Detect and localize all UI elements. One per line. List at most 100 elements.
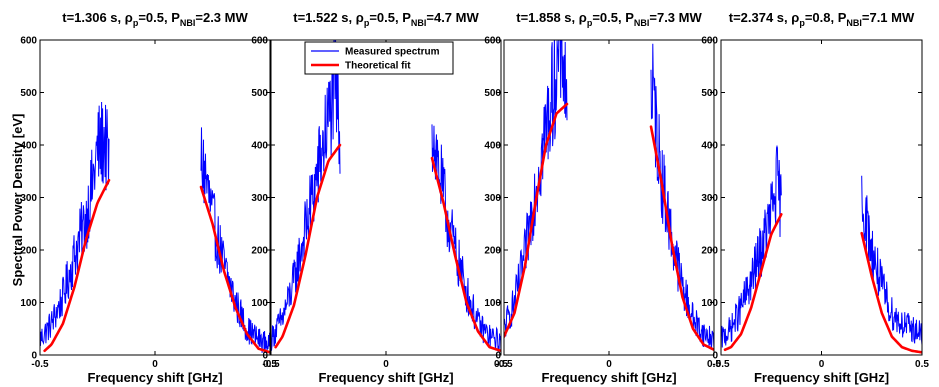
theoretical-fit-line-1 bbox=[43, 178, 111, 353]
title-rho-value: =0.5, P bbox=[592, 10, 634, 25]
measured-spectrum-line-2 bbox=[650, 43, 714, 351]
measured-spectrum-line-2 bbox=[200, 127, 270, 354]
theoretical-fit-line-2 bbox=[649, 125, 714, 352]
x-tick-label: 0.5 bbox=[707, 359, 721, 370]
title-p-sub: NBI bbox=[180, 18, 196, 28]
panel-title: t=2.374 s, ρp=0.8, PNBI=7.1 MW bbox=[729, 10, 915, 28]
title-rho-value: =0.5, P bbox=[369, 10, 411, 25]
title-rho-value: =0.8, P bbox=[805, 10, 847, 25]
plot-area bbox=[40, 40, 270, 355]
plot-content bbox=[40, 101, 270, 354]
x-tick-label: 0 bbox=[152, 359, 158, 370]
y-tick-label: 0 bbox=[495, 351, 501, 362]
legend-box bbox=[304, 41, 454, 75]
x-tick-label: 0 bbox=[383, 359, 389, 370]
y-tick-label: 100 bbox=[20, 298, 37, 309]
y-tick-label: 500 bbox=[484, 88, 501, 99]
legend-measured-label: Measured spectrum bbox=[345, 47, 440, 58]
title-p-sub: NBI bbox=[846, 18, 862, 28]
y-tick-label: 600 bbox=[20, 36, 37, 47]
x-axis-label: Frequency shift [GHz] bbox=[541, 370, 676, 385]
y-tick-label: 200 bbox=[251, 246, 268, 257]
y-tick-label: 600 bbox=[701, 36, 718, 47]
x-axis-label: Frequency shift [GHz] bbox=[318, 370, 453, 385]
legend-fit-label: Theoretical fit bbox=[345, 61, 411, 72]
y-tick-label: 600 bbox=[484, 36, 501, 47]
x-axis-label: Frequency shift [GHz] bbox=[754, 370, 889, 385]
title-time: t=1.306 s, bbox=[62, 10, 125, 25]
y-tick-label: 300 bbox=[484, 193, 501, 204]
y-tick-label: 500 bbox=[701, 88, 718, 99]
x-tick-label: 0.5 bbox=[263, 359, 277, 370]
y-tick-label: 300 bbox=[251, 193, 268, 204]
figure-ylabel-group: Spectral Power Density [eV] bbox=[10, 114, 25, 287]
title-p-value: =2.3 MW bbox=[195, 10, 248, 25]
y-tick-label: 200 bbox=[701, 246, 718, 257]
title-rho: ρ bbox=[356, 10, 364, 25]
plot-content bbox=[504, 40, 714, 352]
x-tick-label: -0.5 bbox=[262, 359, 280, 370]
title-time: t=2.374 s, bbox=[729, 10, 792, 25]
y-tick-label: 300 bbox=[701, 193, 718, 204]
title-p-value: =7.1 MW bbox=[862, 10, 915, 25]
title-p-value: =7.3 MW bbox=[649, 10, 702, 25]
plot-content bbox=[721, 144, 922, 354]
title-rho: ρ bbox=[791, 10, 799, 25]
y-tick-label: 0 bbox=[262, 351, 268, 362]
measured-spectrum-line-2 bbox=[861, 175, 922, 346]
y-tick-label: 0 bbox=[712, 351, 718, 362]
y-tick-label: 400 bbox=[20, 141, 37, 152]
plot-area bbox=[504, 40, 714, 355]
title-rho: ρ bbox=[579, 10, 587, 25]
title-rho-sub: p bbox=[799, 18, 805, 28]
x-tick-label: -0.5 bbox=[31, 359, 49, 370]
plot-content bbox=[271, 40, 501, 354]
title-time: t=1.522 s, bbox=[293, 10, 356, 25]
y-tick-label: 500 bbox=[251, 88, 268, 99]
title-p-sub: NBI bbox=[634, 18, 650, 28]
measured-spectrum-line-1 bbox=[40, 101, 110, 346]
y-tick-label: 400 bbox=[484, 141, 501, 152]
x-tick-label: -0.5 bbox=[712, 359, 730, 370]
y-tick-label: 100 bbox=[484, 298, 501, 309]
legend: Measured spectrum Theoretical fit bbox=[304, 41, 454, 75]
y-tick-label: 300 bbox=[20, 193, 37, 204]
y-tick-label: 400 bbox=[701, 141, 718, 152]
title-p-sub: NBI bbox=[411, 18, 427, 28]
title-rho-value: =0.5, P bbox=[138, 10, 180, 25]
y-tick-label: 100 bbox=[251, 298, 268, 309]
title-rho-sub: p bbox=[133, 18, 139, 28]
y-tick-label: 600 bbox=[251, 36, 268, 47]
x-tick-label: 0.5 bbox=[915, 359, 929, 370]
x-tick-label: -0.5 bbox=[495, 359, 513, 370]
measured-spectrum-line-1 bbox=[271, 40, 341, 351]
y-tick-label: 200 bbox=[20, 246, 37, 257]
title-rho-sub: p bbox=[587, 18, 593, 28]
y-tick-label: 500 bbox=[20, 88, 37, 99]
x-tick-label: 0 bbox=[819, 359, 825, 370]
measured-spectrum-line-2 bbox=[431, 124, 501, 354]
x-axis-label: Frequency shift [GHz] bbox=[87, 370, 222, 385]
y-tick-label: 0 bbox=[31, 351, 37, 362]
y-tick-label: 400 bbox=[251, 141, 268, 152]
theoretical-fit-line-1 bbox=[274, 143, 342, 349]
measured-spectrum-line-1 bbox=[721, 144, 782, 348]
x-tick-label: 0 bbox=[606, 359, 612, 370]
theoretical-fit-line-2 bbox=[860, 231, 922, 354]
panel-title: t=1.522 s, ρp=0.5, PNBI=4.7 MW bbox=[293, 10, 479, 28]
title-rho-sub: p bbox=[364, 18, 370, 28]
theoretical-fit-line-2 bbox=[199, 185, 270, 354]
y-tick-label: 100 bbox=[701, 298, 718, 309]
theoretical-fit-line-1 bbox=[723, 213, 783, 352]
title-time: t=1.858 s, bbox=[516, 10, 579, 25]
panel-title: t=1.858 s, ρp=0.5, PNBI=7.3 MW bbox=[516, 10, 702, 28]
x-tick-label: 0.5 bbox=[494, 359, 508, 370]
theoretical-fit-line-2 bbox=[430, 156, 501, 353]
figure-ylabel: Spectral Power Density [eV] bbox=[10, 114, 25, 287]
